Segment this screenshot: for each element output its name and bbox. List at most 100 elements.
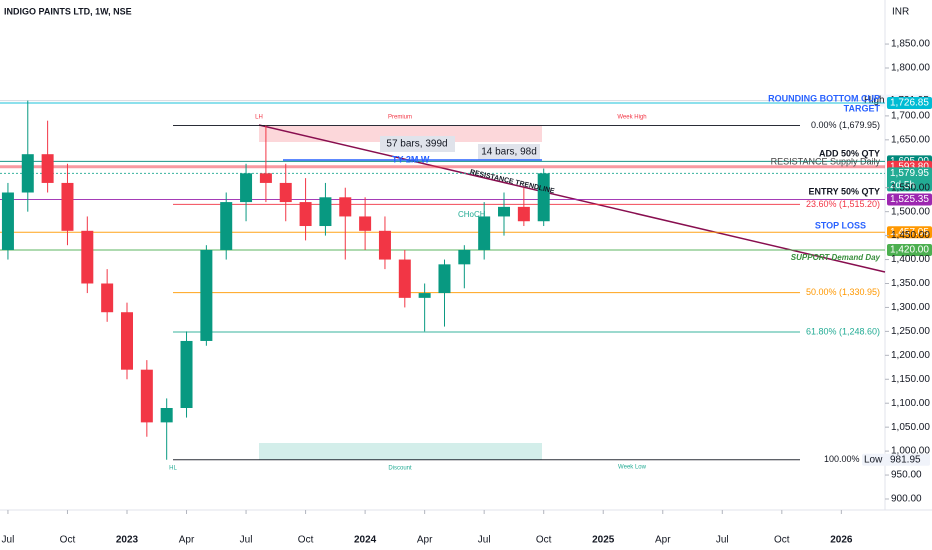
y-tick-label: 1,850.00 — [891, 39, 930, 50]
price-tag-label: 1,726.85 — [890, 98, 929, 109]
candle-body — [279, 182, 292, 203]
x-tick-label: Jul — [240, 535, 253, 546]
candle-body — [438, 264, 451, 294]
annotation: TARGET — [844, 103, 881, 113]
price-tag — [887, 167, 932, 192]
trendline — [258, 124, 886, 273]
annotation: Premium — [388, 115, 412, 121]
chart-title: INDIGO PAINTS LTD, 1W, NSE — [4, 6, 132, 16]
y-tick-label: 1,350.00 — [891, 278, 930, 289]
currency: INR — [892, 7, 909, 18]
candle-body — [220, 202, 233, 250]
candle-body — [498, 206, 511, 217]
candle-body — [140, 369, 153, 423]
price-tag-sub: 2d 5h — [890, 180, 915, 191]
x-tick-label: Oct — [536, 535, 552, 546]
y-tick-label: 1,650.00 — [891, 134, 930, 145]
range-label: 57 bars, 399d — [386, 139, 447, 150]
level-label: 50.00% (1,330.95) — [806, 287, 880, 297]
x-tick-label: Jul — [716, 535, 729, 546]
candle-body — [299, 202, 312, 227]
annotation: Week Low — [618, 465, 647, 471]
y-tick-label: 1,450.00 — [891, 230, 930, 241]
x-tick-label: Apr — [655, 535, 671, 546]
annotation: LH — [255, 115, 263, 121]
annotation: Discount — [388, 466, 412, 472]
x-tick-label: 2023 — [116, 535, 139, 546]
candle-body — [418, 293, 431, 298]
level-label: 0.00% (1,679.95) — [811, 120, 880, 130]
candle-body — [1, 192, 14, 250]
price-tag-label: 1,420.00 — [890, 245, 929, 256]
candle-body — [120, 312, 133, 370]
candle-body — [478, 216, 491, 250]
price-tag — [887, 193, 932, 206]
premium-zone — [259, 126, 542, 142]
y-tick-label: 1,500.00 — [891, 206, 930, 217]
annotation: ROUNDING BOTTOM CUP — [768, 93, 880, 103]
x-tick-label: 2025 — [592, 535, 615, 546]
y-tick-label: 1,400.00 — [891, 254, 930, 265]
level-label: 23.60% (1,515.20) — [806, 199, 880, 209]
annotation: TY 2M W — [392, 154, 430, 164]
candle-body — [517, 206, 530, 222]
y-tick-label: 1,700.00 — [891, 111, 930, 122]
y-tick-label: 1,000.00 — [891, 446, 930, 457]
price-tag-title: High — [864, 95, 885, 106]
range-box — [380, 136, 455, 152]
range-label: 14 bars, 98d — [481, 147, 537, 158]
discount-zone — [259, 443, 542, 460]
y-tick-label: 900.00 — [891, 494, 922, 505]
candle-body — [101, 283, 114, 313]
price-tag-label: 1,579.95 — [890, 168, 929, 179]
candle-body — [458, 249, 471, 265]
price-tag — [887, 226, 932, 239]
price-tag — [887, 97, 932, 110]
y-tick-label: 1,050.00 — [891, 422, 930, 433]
x-tick-label: Jul — [2, 535, 15, 546]
level-label: 100.00% (981 — [824, 454, 880, 464]
x-tick-label: Apr — [417, 535, 433, 546]
candle-body — [240, 173, 253, 203]
x-tick-label: Oct — [298, 535, 314, 546]
price-tag-label: 981.95 — [890, 454, 921, 465]
candle-body — [537, 173, 550, 222]
price-tag-label: 1,525.35 — [890, 194, 929, 205]
annotation: CHoCH — [458, 210, 486, 219]
annotation: ADD 50% QTY — [819, 148, 880, 158]
level-label: 61.80% (1,248.60) — [806, 326, 880, 336]
candle-body — [81, 230, 94, 284]
candle-body — [339, 197, 352, 217]
candle-body — [359, 216, 372, 231]
price-tag-title: Low — [864, 454, 883, 465]
y-tick-label: 950.00 — [891, 470, 922, 481]
y-tick-label: 1,200.00 — [891, 350, 930, 361]
candle-body — [41, 154, 54, 183]
candle-body — [378, 230, 391, 260]
y-tick-label: 1,300.00 — [891, 302, 930, 313]
price-tag — [862, 453, 930, 466]
annotation: HL — [169, 466, 177, 472]
candle-body — [61, 182, 74, 231]
x-tick-label: Apr — [179, 535, 195, 546]
x-tick-label: 2026 — [830, 535, 853, 546]
range-box — [478, 144, 540, 160]
y-tick-label: 1,250.00 — [891, 326, 930, 337]
candle-body — [259, 173, 272, 183]
candles — [1, 100, 550, 460]
y-tick-label: 1,100.00 — [891, 398, 930, 409]
price-tag — [887, 243, 932, 256]
y-tick-label: 1,550.00 — [891, 182, 930, 193]
price-tag-label: 1,457.05 — [890, 227, 929, 238]
annotation: Week High — [617, 115, 646, 121]
x-tick-label: Oct — [774, 535, 790, 546]
annotation: SUPPORT Demand Day — [791, 253, 881, 262]
candle-body — [398, 259, 411, 298]
price-tag-label: 1,593.80 — [890, 161, 929, 172]
annotation: ENTRY 50% QTY — [808, 186, 880, 196]
candle-body — [21, 154, 34, 193]
y-tick-label: 1,800.00 — [891, 63, 930, 74]
